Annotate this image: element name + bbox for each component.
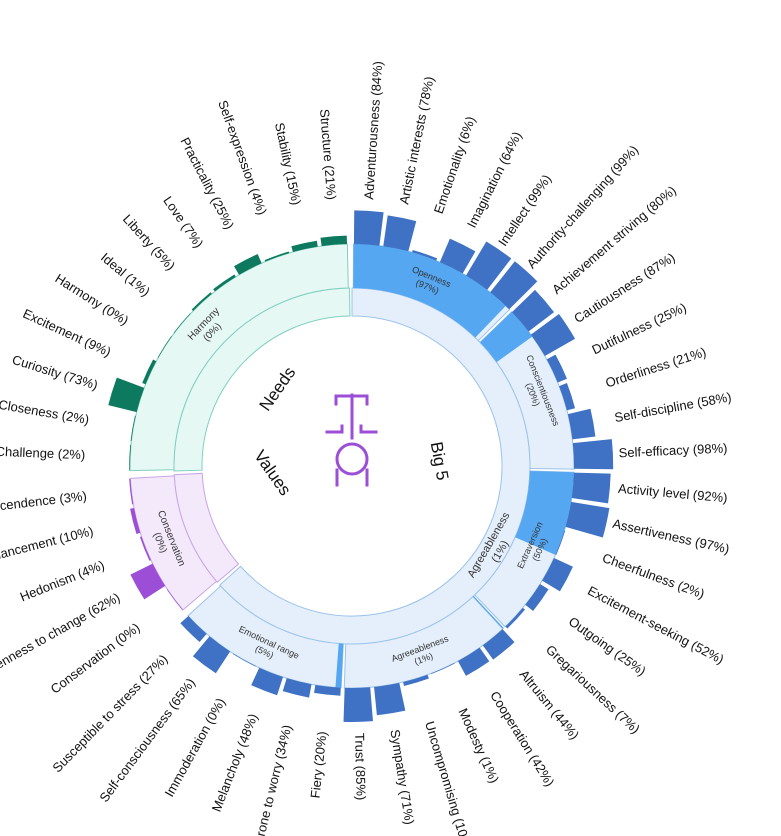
trait-fill-openness	[353, 244, 506, 338]
trait-fill-extraversion	[515, 470, 574, 555]
facet-bar-adventurousness	[353, 210, 384, 246]
facet-label-excitement: Excitement (9%)	[21, 306, 114, 360]
facet-label-liberty: Liberty (5%)	[120, 211, 178, 273]
facet-label-authority-challenging: Authority-challenging (99%)	[524, 142, 642, 271]
facet-bar-self-consciousness	[192, 636, 231, 674]
facet-bar-sympathy	[374, 682, 406, 716]
facet-bar-liberty	[191, 292, 212, 311]
facet-bar-emotionality	[412, 249, 438, 261]
facet-bar-excitement	[142, 359, 157, 385]
inner-ring-group: Agreeableness(1%)	[173, 287, 531, 645]
facet-label-self-discipline: Self-discipline (58%)	[613, 389, 732, 425]
facet-bar-activity-level	[571, 472, 611, 504]
facet-bar-prone-to-worry	[282, 678, 312, 698]
facet-bar-achievement-striving	[511, 289, 555, 332]
facet-bar-conservation	[166, 589, 183, 610]
facet-label-self-efficacy: Self-efficacy (98%)	[618, 440, 727, 460]
facet-bar-authority-challenging	[490, 261, 538, 310]
trait-fill-conscientiousness	[480, 311, 533, 363]
facet-label-cheerfulness: Cheerfulness (2%)	[600, 550, 706, 601]
facet-bar-hedonism	[139, 536, 151, 561]
facet-bar-outgoing	[525, 583, 549, 612]
facet-label-adventurousness: Adventurousness (84%)	[361, 61, 385, 200]
facet-label-stability: Stability (15%)	[272, 121, 304, 206]
facet-bar-fiery	[314, 684, 341, 696]
facet-bar-assertiveness	[565, 501, 610, 538]
facet-bar-intellect	[466, 241, 512, 290]
facet-label-curiosity: Curiosity (73%)	[10, 352, 99, 393]
facet-label-artistic-interests: Artistic interests (78%)	[396, 75, 436, 205]
facet-bar-immoderation	[233, 653, 256, 667]
facet-label-challenge: Challenge (2%)	[0, 444, 86, 462]
facet-label-ideal: Ideal (1%)	[98, 250, 153, 300]
facet-bars-group	[108, 210, 614, 722]
needs-summary-arc	[129, 243, 349, 472]
facet-bar-modesty	[431, 662, 455, 674]
facet-bar-harmony	[157, 335, 172, 358]
facet-label-melancholy: Melancholy (48%)	[209, 711, 261, 813]
facet-bar-artistic-interests	[383, 215, 417, 252]
center-label-big5: Big 5	[427, 440, 452, 481]
facet-label-love: Love (7%)	[160, 193, 206, 250]
stick-figure-icon	[325, 393, 378, 487]
facet-bar-challenge	[129, 444, 132, 471]
facet-label-hedonism: Hedonism (4%)	[18, 557, 107, 604]
facet-bar-love	[213, 274, 236, 292]
facet-bar-trust	[343, 687, 373, 722]
facet-label-trust: Trust (85%)	[352, 733, 369, 801]
facet-label-emotionality: Emotionality (6%)	[431, 114, 478, 215]
middle-ring-group: Openness(97%)Conscientiousness(20%)Extra…	[129, 243, 575, 689]
trait-arc-agreeableness	[343, 595, 504, 689]
center-group: Needs Values Big 5	[250, 363, 452, 499]
facet-label-modesty: Modesty (1%)	[456, 706, 503, 785]
facet-label-structure: Structure (21%)	[317, 108, 339, 200]
facet-label-self-consciousness: Self-consciousness (65%)	[96, 675, 198, 805]
facet-label-self-transcendence: Self-transcendence (3%)	[0, 488, 88, 519]
facet-label-orderliness: Orderliness (21%)	[604, 344, 708, 390]
facet-bar-self-transcendence	[129, 478, 134, 505]
facet-bar-openness-to-change	[130, 563, 166, 600]
facet-bar-curiosity	[108, 377, 145, 413]
facet-label-assertiveness: Assertiveness (97%)	[611, 516, 731, 557]
facet-bar-practicality	[234, 254, 262, 275]
facet-bar-susceptible-to-stress	[180, 615, 207, 642]
facet-bar-gregariousness	[505, 607, 525, 629]
facet-bar-dutifulness	[546, 354, 567, 383]
facet-bar-imagination	[439, 238, 476, 274]
facet-label-fiery: Fiery (20%)	[307, 730, 329, 798]
facet-bar-ideal	[173, 313, 191, 334]
facet-bar-self-enhancement	[130, 507, 141, 534]
trait-fill-agreeableness	[472, 595, 504, 629]
facet-label-closeness: Closeness (2%)	[0, 397, 90, 427]
facet-bar-excitement-seeking	[542, 558, 573, 592]
facet-label-activity-level: Activity level (92%)	[617, 481, 728, 506]
center-label-needs: Needs	[256, 363, 300, 414]
facet-bar-cooperation	[457, 647, 490, 676]
facet-bar-self-discipline	[567, 408, 596, 440]
facet-bar-structure	[320, 235, 347, 247]
facet-bar-self-expression	[264, 251, 290, 262]
facet-label-openness-to-change: Openness to change (62%)	[0, 590, 123, 681]
facet-bar-melancholy	[251, 667, 284, 696]
facet-bar-cheerfulness	[555, 530, 566, 555]
facet-bar-stability	[291, 240, 318, 253]
facet-bar-closeness	[130, 415, 136, 441]
facet-label-harmony: Harmony (0%)	[52, 271, 131, 329]
facet-bar-cautiousness	[530, 313, 576, 357]
facet-label-prone-to-worry: Prone to worry (34%)	[251, 723, 295, 836]
trait-arc-emotional-range	[187, 585, 344, 689]
center-label-values: Values	[250, 447, 295, 499]
facet-label-achievement-striving: Achievement striving (80%)	[549, 183, 679, 297]
values-summary-arc	[129, 475, 218, 611]
facet-bar-self-efficacy	[572, 439, 614, 470]
facet-bar-uncompromising	[403, 674, 429, 686]
trait-fill-emotional-range	[335, 643, 344, 688]
facet-bar-orderliness	[559, 383, 576, 411]
facet-label-sympathy: Sympathy (71%)	[387, 728, 417, 825]
facet-bar-altruism	[482, 629, 515, 660]
